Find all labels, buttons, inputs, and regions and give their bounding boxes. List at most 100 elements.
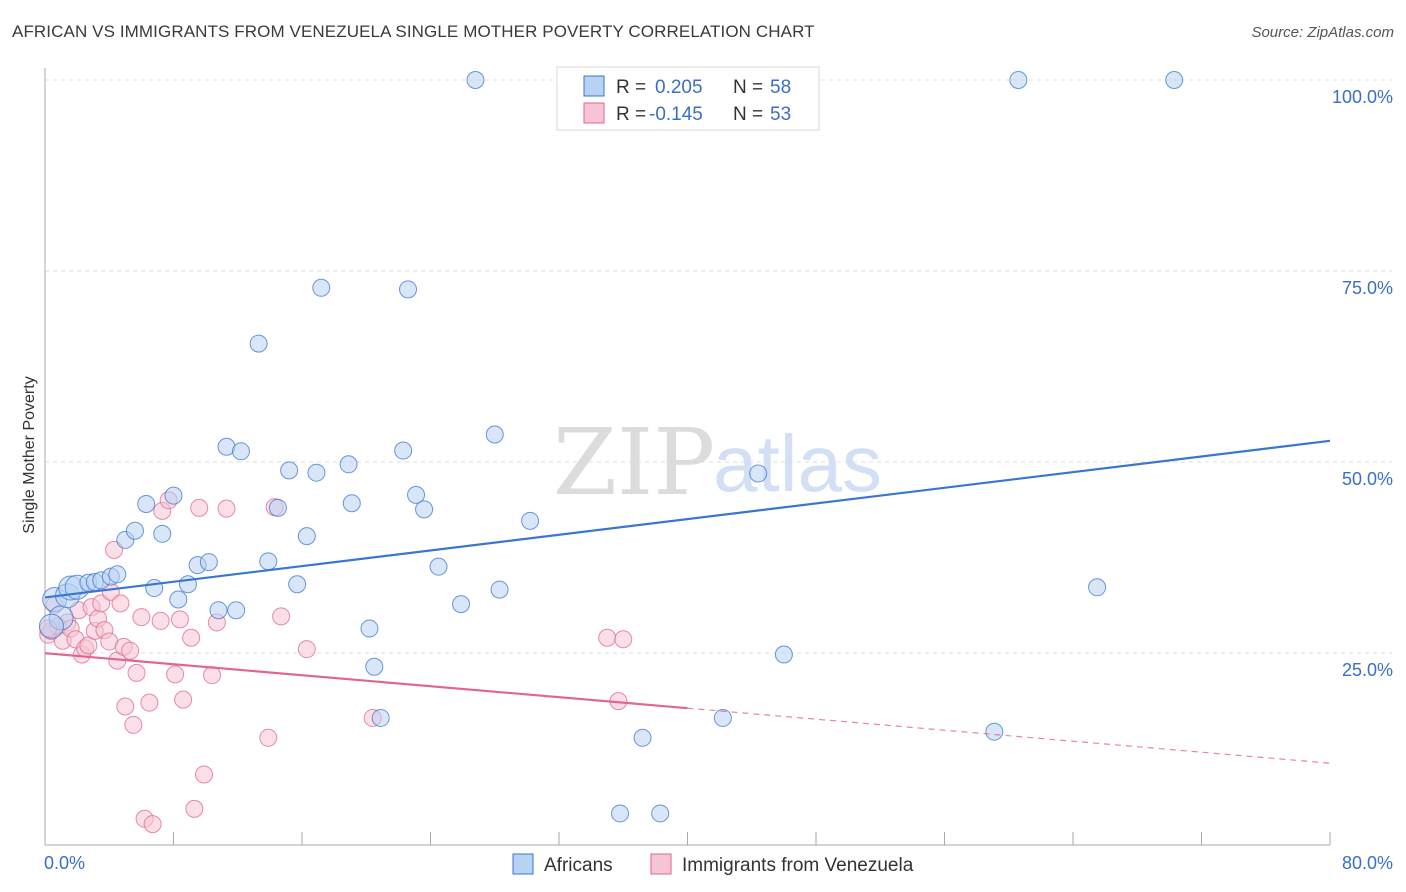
point-venezuela <box>127 663 146 682</box>
point-africans <box>749 464 768 483</box>
point-africans <box>339 455 358 474</box>
point-africans <box>1088 578 1107 597</box>
point-africans <box>521 511 540 530</box>
legend-n2-label: N = <box>733 104 763 125</box>
point-venezuela <box>217 499 236 518</box>
point-africans <box>452 595 471 614</box>
point-africans <box>164 486 183 505</box>
legend-n1-label: N = <box>733 77 763 98</box>
legend-r1-label: R = <box>616 77 646 98</box>
watermark: ZIP atlas <box>553 409 882 516</box>
point-africans <box>38 613 64 639</box>
point-africans <box>125 521 144 540</box>
y-tick-label: 100.0% <box>1332 87 1393 107</box>
point-africans <box>108 565 127 584</box>
y-tick-label: 75.0% <box>1342 278 1393 298</box>
point-venezuela <box>190 498 209 517</box>
bottom-legend-africans: Africans <box>544 855 613 876</box>
trend-line-venezuela-dashed <box>687 707 1331 764</box>
point-africans <box>1009 71 1028 89</box>
point-africans <box>394 441 413 460</box>
point-africans <box>145 579 164 598</box>
point-africans <box>249 334 268 353</box>
point-africans <box>209 601 228 620</box>
chart-title: AFRICAN VS IMMIGRANTS FROM VENEZUELA SIN… <box>12 22 815 41</box>
point-africans <box>280 461 299 480</box>
point-venezuela <box>203 666 222 685</box>
point-venezuela <box>124 715 143 734</box>
tick-labels: 25.0% 50.0% 75.0% 100.0% 0.0% 80.0% <box>44 87 1393 873</box>
point-africans <box>227 601 246 620</box>
legend-n1-value: 58 <box>770 77 791 98</box>
legend-r2-value: -0.145 <box>649 104 703 125</box>
point-venezuela <box>151 611 170 630</box>
point-africans <box>985 722 1004 741</box>
x-tick-label: 80.0% <box>1342 853 1393 873</box>
point-africans <box>774 645 793 664</box>
point-africans <box>611 804 630 823</box>
legend-n2-value: 53 <box>770 104 791 125</box>
legend-swatch-venezuela <box>583 102 605 124</box>
point-venezuela <box>195 765 214 784</box>
series-africans <box>38 71 1184 823</box>
point-venezuela <box>92 594 111 613</box>
point-venezuela <box>111 594 130 613</box>
point-africans <box>297 527 316 546</box>
watermark-atlas: atlas <box>713 419 882 508</box>
legend-swatch-africans <box>583 75 605 97</box>
point-africans <box>365 657 384 676</box>
point-venezuela <box>132 608 151 627</box>
point-africans <box>288 575 307 594</box>
legend-r1-value: 0.205 <box>655 77 703 98</box>
point-africans <box>169 590 188 609</box>
point-africans <box>342 494 361 513</box>
legend-box: R = 0.205 N = 58 R = -0.145 N = 53 <box>556 66 820 131</box>
point-africans <box>259 552 278 571</box>
point-africans <box>485 425 504 444</box>
point-venezuela <box>297 640 316 659</box>
axes <box>44 68 1331 846</box>
point-venezuela <box>614 630 633 649</box>
point-venezuela <box>116 697 135 716</box>
point-africans <box>415 500 434 519</box>
point-venezuela <box>166 665 185 684</box>
point-venezuela <box>259 728 278 747</box>
trend-lines <box>44 439 1331 764</box>
point-africans <box>199 553 218 572</box>
bottom-legend-swatch-africans <box>512 853 534 875</box>
legend-r2-label: R = <box>616 104 646 125</box>
y-axis-label: Single Mother Poverty <box>21 376 38 533</box>
point-africans <box>466 71 485 89</box>
point-africans <box>307 463 326 482</box>
x-tick-label: 0.0% <box>44 853 85 873</box>
point-venezuela <box>143 815 162 834</box>
point-africans <box>153 524 172 543</box>
bottom-legend-swatch-venezuela <box>650 853 672 875</box>
y-tick-label: 50.0% <box>1342 469 1393 489</box>
point-africans <box>490 580 509 599</box>
point-africans <box>399 280 418 299</box>
trend-line-venezuela <box>44 652 688 710</box>
bottom-legend: Africans Immigrants from Venezuela <box>512 853 914 876</box>
gridlines <box>45 79 1392 654</box>
point-venezuela <box>121 641 140 660</box>
point-venezuela <box>272 607 291 626</box>
point-africans <box>1165 71 1184 89</box>
point-africans <box>360 619 379 638</box>
bottom-legend-venezuela: Immigrants from Venezuela <box>682 855 914 876</box>
source-label: Source: ZipAtlas.com <box>1251 24 1394 41</box>
point-africans <box>312 278 331 297</box>
point-venezuela <box>174 690 193 709</box>
point-africans <box>429 557 448 576</box>
point-africans <box>137 495 156 514</box>
trend-line-africans <box>44 439 1331 599</box>
point-venezuela <box>185 799 204 818</box>
point-venezuela <box>170 610 189 629</box>
point-venezuela <box>140 693 159 712</box>
y-tick-label: 25.0% <box>1342 660 1393 680</box>
point-africans <box>713 708 732 727</box>
point-venezuela <box>182 628 201 647</box>
watermark-zip: ZIP <box>553 409 715 516</box>
point-africans <box>651 804 670 823</box>
